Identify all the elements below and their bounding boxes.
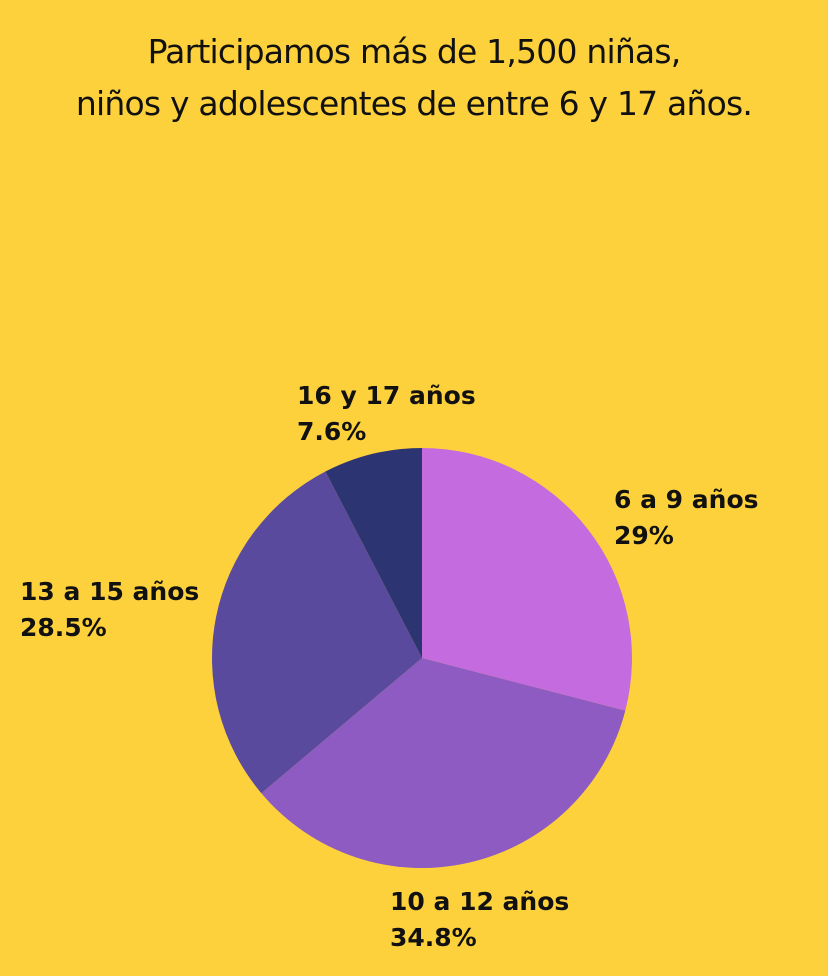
chart-title: Participamos más de 1,500 niñas, niños y… xyxy=(0,26,828,130)
pie-slice-0 xyxy=(422,448,633,711)
slice-label-text: 16 y 17 años xyxy=(297,381,476,410)
slice-label-text: 6 a 9 años xyxy=(614,485,759,514)
slice-label-text: 13 a 15 años xyxy=(20,577,200,606)
slice-label-16-17: 16 y 17 años 7.6% xyxy=(297,378,476,450)
pie-slice-1 xyxy=(261,658,626,868)
slice-label-13-15: 13 a 15 años 28.5% xyxy=(20,574,199,646)
title-line-2: niños y adolescentes de entre 6 y 17 año… xyxy=(75,84,753,123)
slice-value-label: 34.8% xyxy=(390,923,477,952)
slice-label-6-9: 6 a 9 años 29% xyxy=(614,482,759,554)
slice-label-10-12: 10 a 12 años 34.8% xyxy=(390,884,569,956)
slice-value-label: 28.5% xyxy=(20,613,107,642)
slice-value-label: 7.6% xyxy=(297,417,367,446)
pie-slice-3 xyxy=(325,448,422,658)
pie-slice-2 xyxy=(212,471,422,794)
title-line-1: Participamos más de 1,500 niñas, xyxy=(147,32,682,71)
slice-value-label: 29% xyxy=(614,521,674,550)
slice-label-text: 10 a 12 años xyxy=(390,887,570,916)
